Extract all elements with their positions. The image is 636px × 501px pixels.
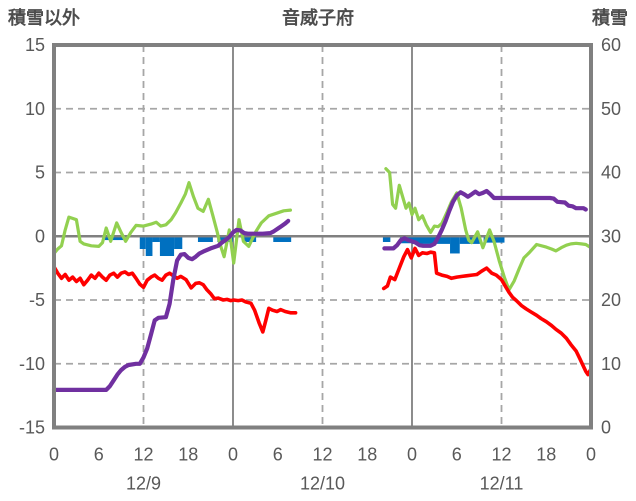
- precip-bar: [382, 237, 391, 242]
- left-axis-tick-label: -15: [19, 418, 45, 438]
- precip-bar: [197, 237, 213, 242]
- chart-header: 積雪以外 音威子府 積雪: [0, 2, 636, 28]
- green-line: [384, 167, 593, 292]
- hour-tick-label: 6: [94, 445, 104, 465]
- left-axis-tick-label: -5: [29, 290, 45, 310]
- right-axis-tick-label: 60: [601, 35, 621, 55]
- precip-bar: [273, 237, 292, 242]
- precip-bar: [174, 237, 183, 249]
- precip-bar: [412, 237, 451, 244]
- hour-tick-label: 18: [178, 445, 198, 465]
- hour-tick-label: 18: [536, 445, 556, 465]
- right-axis-tick-label: 30: [601, 226, 621, 246]
- right-axis-tick-label: 40: [601, 163, 621, 183]
- right-axis-title: 積雪: [592, 8, 628, 28]
- hour-tick-label: 18: [357, 445, 377, 465]
- precip-bar: [104, 237, 124, 241]
- precip-bar: [152, 237, 160, 242]
- green-line: [52, 181, 292, 265]
- right-axis-tick-label: 10: [601, 354, 621, 374]
- hour-tick-label: 0: [407, 445, 417, 465]
- hour-tick-label: 12: [491, 445, 511, 465]
- date-label: 12/10: [300, 474, 345, 494]
- date-label: 12/9: [126, 474, 161, 494]
- hour-tick-label: 0: [49, 445, 59, 465]
- red-line: [52, 264, 298, 334]
- precip-bar: [450, 237, 460, 254]
- right-axis-tick-label: 0: [601, 418, 611, 438]
- right-axis-tick-label: 20: [601, 290, 621, 310]
- left-axis-tick-label: 15: [25, 35, 45, 55]
- hour-tick-label: 12: [312, 445, 332, 465]
- plot-border: [52, 43, 593, 430]
- hour-tick-label: 0: [586, 445, 596, 465]
- precip-bar: [159, 237, 175, 257]
- precip-bar: [145, 237, 153, 257]
- hour-tick-label: 12: [133, 445, 153, 465]
- purple-line: [51, 218, 291, 392]
- hour-tick-label: 6: [452, 445, 462, 465]
- purple-line: [382, 188, 588, 251]
- precip-bar: [139, 237, 146, 249]
- left-axis-tick-label: 0: [35, 226, 45, 246]
- right-axis-tick-label: 50: [601, 99, 621, 119]
- red-line: [381, 246, 593, 377]
- left-axis-title: 積雪以外: [8, 8, 80, 28]
- left-axis-tick-label: 5: [35, 163, 45, 183]
- left-axis-tick-label: -10: [19, 354, 45, 374]
- hour-tick-label: 6: [273, 445, 283, 465]
- hour-tick-label: 0: [228, 445, 238, 465]
- date-label: 12/11: [480, 474, 524, 494]
- left-axis-tick-label: 10: [25, 99, 45, 119]
- chart-title: 音威子府: [282, 8, 354, 28]
